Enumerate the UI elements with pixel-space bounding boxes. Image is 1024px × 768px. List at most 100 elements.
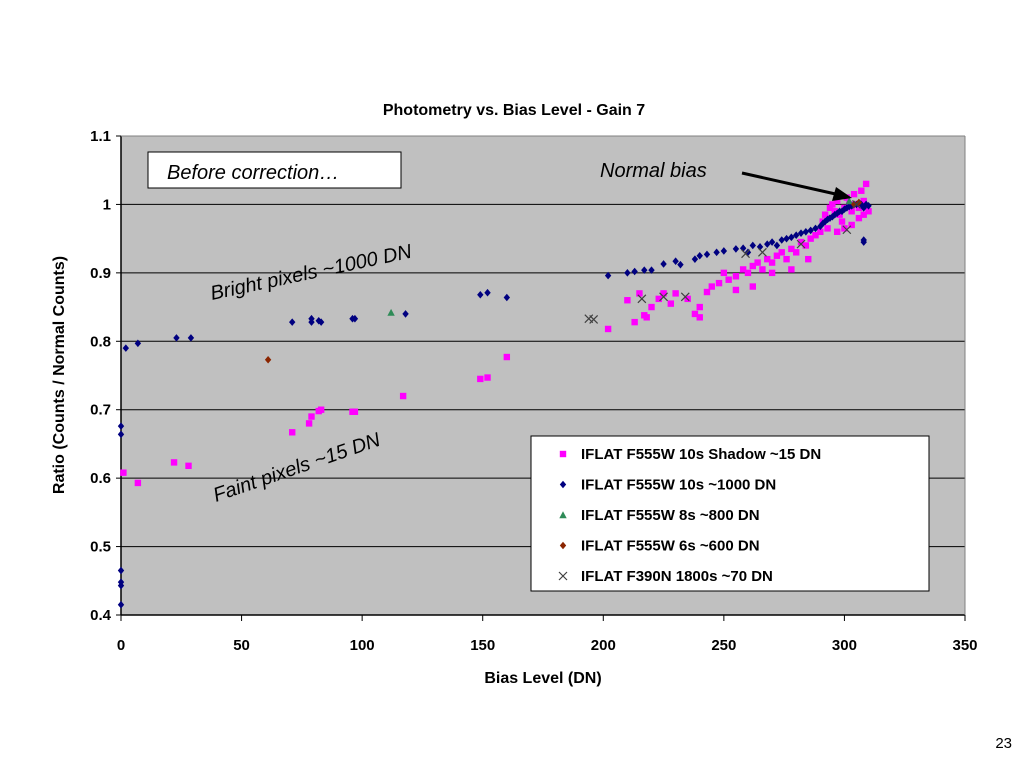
data-point xyxy=(796,239,806,249)
data-point xyxy=(758,247,767,257)
data-point xyxy=(660,260,667,268)
data-point xyxy=(117,566,125,575)
data-point xyxy=(842,225,852,235)
data-point xyxy=(604,271,612,280)
data-point xyxy=(387,308,395,316)
data-point xyxy=(759,266,766,273)
data-point xyxy=(351,408,359,415)
data-point xyxy=(672,290,679,297)
annotation-normal-bias: Normal bias xyxy=(600,160,707,182)
page-number: 23 xyxy=(995,735,1012,752)
data-point xyxy=(648,266,655,274)
data-point xyxy=(843,204,851,212)
data-point xyxy=(778,249,785,256)
data-point xyxy=(865,201,872,210)
data-point xyxy=(805,255,812,263)
data-point xyxy=(807,226,814,235)
data-point xyxy=(308,318,315,326)
data-point xyxy=(703,288,711,296)
y-tick-label: 0.4 xyxy=(90,607,112,624)
data-point xyxy=(399,392,407,400)
data-point xyxy=(865,208,872,215)
data-point xyxy=(860,204,867,212)
data-point xyxy=(667,300,675,307)
data-point xyxy=(773,252,781,259)
y-tick-label: 1.1 xyxy=(90,128,111,145)
data-point xyxy=(768,269,776,277)
y-tick-label: 0.5 xyxy=(90,539,111,556)
data-point xyxy=(850,190,858,198)
data-point xyxy=(305,420,313,427)
data-point xyxy=(351,314,359,323)
data-point xyxy=(696,314,703,321)
data-point xyxy=(641,266,648,274)
data-point xyxy=(831,210,838,219)
data-point xyxy=(402,310,409,318)
data-point xyxy=(841,225,848,232)
data-point xyxy=(117,430,125,439)
data-point xyxy=(672,257,679,266)
data-point xyxy=(708,283,715,290)
data-point xyxy=(484,374,491,381)
series-2 xyxy=(387,197,853,316)
data-point xyxy=(812,232,819,239)
data-point xyxy=(850,200,858,209)
data-point xyxy=(703,250,711,259)
chart-title: Photometry vs. Bias Level - Gain 7 xyxy=(383,102,645,119)
data-point xyxy=(852,200,861,209)
data-point xyxy=(477,375,484,383)
data-point xyxy=(793,231,800,240)
axes xyxy=(120,135,966,616)
data-point xyxy=(860,211,867,218)
data-point xyxy=(185,462,192,470)
data-point xyxy=(824,225,831,232)
data-point xyxy=(713,248,720,257)
data-point xyxy=(643,314,650,321)
data-point xyxy=(833,197,841,205)
data-point xyxy=(764,240,771,248)
data-point xyxy=(715,279,723,287)
annotation-before-correction: Before correction… xyxy=(167,162,339,184)
data-point xyxy=(817,228,824,235)
data-point xyxy=(631,318,638,326)
legend-label: IFLAT F555W 10s Shadow ~15 DN xyxy=(581,446,821,463)
data-point xyxy=(691,255,699,263)
data-point xyxy=(833,209,841,218)
data-point xyxy=(848,221,855,229)
legend-label: IFLAT F555W 8s ~800 DN xyxy=(581,507,760,524)
data-point xyxy=(802,228,810,236)
data-point xyxy=(317,318,325,326)
legend-label: IFLAT F390N 1800s ~70 DN xyxy=(581,568,773,585)
data-point xyxy=(739,266,747,273)
data-point xyxy=(134,479,142,487)
data-point xyxy=(788,233,795,242)
data-point xyxy=(783,255,790,263)
data-point xyxy=(589,314,599,324)
data-point xyxy=(696,303,703,311)
data-point xyxy=(778,236,785,244)
data-point xyxy=(821,211,829,218)
data-point xyxy=(659,292,668,302)
data-point xyxy=(477,290,484,299)
x-tick-label: 50 xyxy=(233,637,250,654)
data-point xyxy=(858,187,865,194)
data-point xyxy=(826,204,834,212)
data-point xyxy=(624,297,631,304)
data-point xyxy=(691,310,699,318)
data-point xyxy=(677,260,684,269)
data-point xyxy=(720,269,728,277)
data-point xyxy=(725,276,732,283)
x-tick-label: 0 xyxy=(117,637,125,654)
y-tick-label: 0.6 xyxy=(90,470,111,487)
data-point xyxy=(862,180,870,188)
tick-labels: 0.4 0.5 0.6 0.7 0.8 0.9 1 1.1 0 50 100 150 200 250 300… xyxy=(90,128,977,654)
data-point xyxy=(604,325,612,333)
data-point xyxy=(749,262,756,270)
legend-marker xyxy=(559,541,567,550)
data-point xyxy=(855,214,863,222)
data-point xyxy=(764,255,771,263)
x-tick-label: 300 xyxy=(832,637,857,654)
legend-marker xyxy=(559,450,567,458)
legend-label: IFLAT F555W 10s ~1000 DN xyxy=(581,477,776,494)
data-point xyxy=(860,197,867,205)
